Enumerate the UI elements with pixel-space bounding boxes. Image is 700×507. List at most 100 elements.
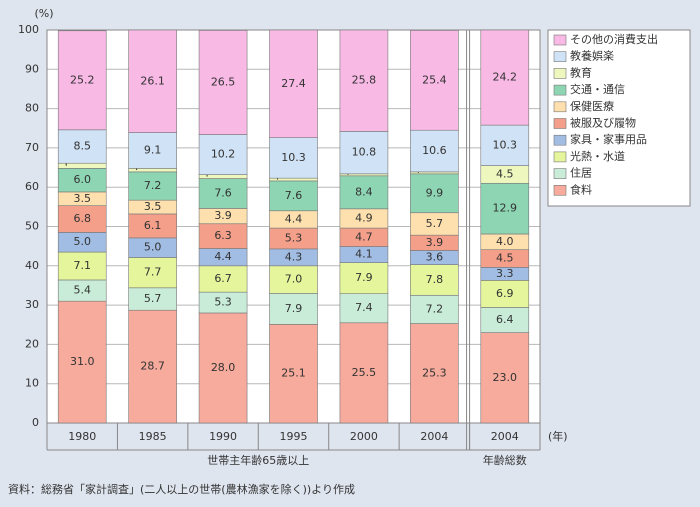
value-label: 10.8 — [352, 146, 377, 159]
value-label: 8.4 — [355, 185, 373, 198]
value-label: 4.4 — [214, 250, 232, 263]
x-tick-label: 1980 — [68, 430, 96, 443]
value-label: 26.5 — [211, 75, 236, 88]
bar-segment — [339, 29, 389, 132]
value-label: 10.3 — [281, 151, 306, 164]
bar-segment — [269, 137, 318, 179]
value-label: 7.1 — [73, 259, 91, 272]
value-label: 4.3 — [285, 250, 303, 263]
value-label: 6.1 — [144, 219, 162, 232]
x-tick-label: 1990 — [209, 430, 237, 443]
value-label: 5.0 — [73, 235, 91, 248]
legend-label: 教養娯楽 — [570, 49, 614, 63]
y-tick-label: 0 — [32, 416, 39, 429]
legend-label: 教育 — [570, 65, 592, 79]
value-label: 7.0 — [285, 273, 303, 286]
bar-segment — [128, 309, 177, 424]
value-label: 25.1 — [281, 367, 306, 380]
bar-segment — [128, 29, 177, 133]
bar-segment — [198, 134, 248, 175]
bar-segment — [339, 175, 389, 210]
value-label: 7.2 — [144, 179, 162, 192]
legend-label: 被服及び履物 — [570, 116, 636, 130]
bar-segment — [269, 265, 318, 294]
bar-segment — [480, 280, 530, 308]
value-label: 4.0 — [496, 235, 514, 248]
bar-segment — [269, 180, 318, 212]
bar-segment — [128, 132, 177, 169]
value-label: 4.7 — [355, 230, 373, 243]
legend-swatch — [553, 118, 567, 129]
value-label: 5.3 — [214, 296, 232, 309]
value-label: 5.7 — [144, 292, 162, 305]
y-tick-label: 60 — [25, 180, 39, 193]
value-label: 9.1 — [144, 143, 162, 156]
value-label: 3.3 — [496, 267, 514, 280]
legend-swatch — [553, 34, 567, 46]
value-label: 7.8 — [426, 273, 444, 286]
value-label: 25.3 — [422, 366, 447, 379]
value-label: 25.5 — [352, 366, 377, 379]
bar-segment — [480, 29, 530, 126]
value-label: 6.4 — [496, 313, 514, 326]
value-label: 6.8 — [73, 212, 91, 225]
x-tick-label: 2004 — [420, 430, 448, 443]
value-label: 26.1 — [140, 74, 165, 87]
group-label: 年齢総数 — [483, 453, 527, 467]
x-tick-label: 2004 — [491, 430, 519, 443]
value-label: 10.2 — [211, 148, 236, 161]
bar-segment — [57, 300, 107, 424]
bar-segment — [339, 322, 389, 424]
value-label: 8.5 — [73, 140, 91, 153]
bar-segment — [410, 129, 459, 173]
y-tick-label: 20 — [25, 337, 39, 350]
y-tick-label: 70 — [25, 141, 39, 154]
bar-segment — [57, 30, 107, 131]
value-label: 7.6 — [214, 186, 232, 199]
legend-label: 交通・通信 — [570, 82, 625, 96]
y-unit: (%) — [34, 7, 53, 20]
bar-segment — [128, 168, 177, 173]
group-label: 世帯主年齢65歳以上 — [207, 453, 309, 467]
value-label: 3.9 — [214, 209, 232, 222]
legend-label: 保健医療 — [570, 99, 614, 113]
value-label: 6.0 — [73, 173, 91, 186]
value-label: 27.4 — [281, 77, 306, 90]
y-tick-label: 100 — [18, 23, 39, 36]
value-label: 4.4 — [285, 212, 303, 225]
legend-swatch — [553, 68, 567, 79]
bar-segment — [57, 251, 107, 281]
x-tick-label: 1995 — [280, 430, 308, 443]
bar-segment — [480, 332, 530, 424]
bar-segment — [269, 324, 318, 424]
legend-label: 住居 — [570, 166, 592, 180]
bar-segment — [339, 293, 389, 324]
value-label: 5.4 — [73, 284, 91, 297]
value-label: 5.3 — [285, 231, 303, 244]
value-label: 9.9 — [426, 186, 444, 199]
source-note: 資料：総務省「家計調査」(二人以上の世帯(農林漁家を除く))より作成 — [8, 482, 355, 496]
y-tick-label: 40 — [25, 259, 39, 272]
bar-segment — [480, 182, 530, 235]
value-label: 25.2 — [70, 73, 95, 86]
value-label: 3.9 — [426, 236, 444, 249]
legend-label: 食料 — [570, 182, 592, 196]
value-label: 7.9 — [355, 271, 373, 284]
bar-segment — [57, 205, 107, 233]
value-label: 3.5 — [144, 200, 162, 213]
y-tick-label: 30 — [25, 298, 39, 311]
bar-segment — [198, 265, 248, 293]
value-label: 28.0 — [211, 361, 236, 374]
bar-segment — [410, 30, 459, 131]
legend-swatch — [553, 101, 567, 113]
bar-segment — [410, 294, 459, 324]
value-label: 7.2 — [426, 302, 444, 315]
value-label: 7.4 — [355, 301, 373, 314]
legend-swatch — [553, 185, 567, 196]
legend-swatch — [553, 134, 567, 146]
value-label: 5.7 — [426, 217, 444, 230]
value-label: 7.7 — [144, 266, 162, 279]
value-label: 31.0 — [70, 355, 95, 368]
value-label: 6.3 — [214, 229, 232, 242]
